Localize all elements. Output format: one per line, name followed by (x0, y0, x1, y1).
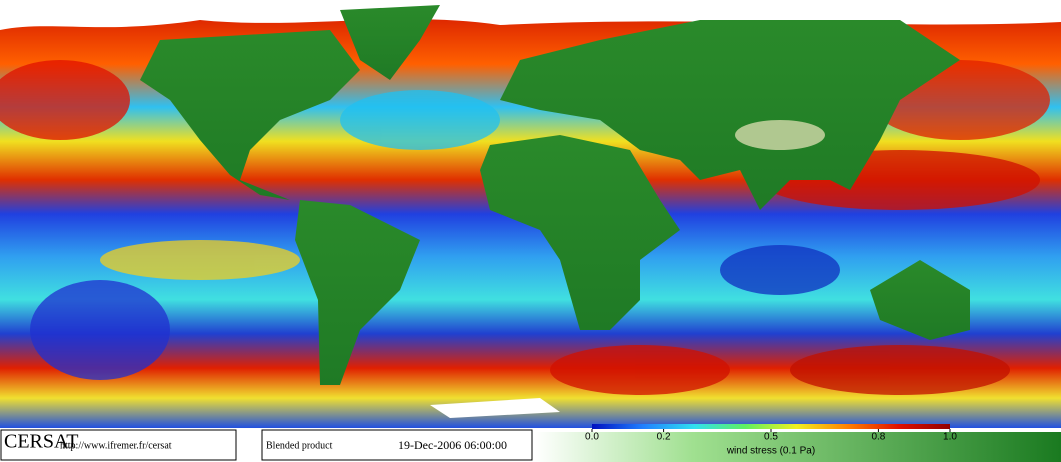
colorbar-ticks: 0.0 0.2 0.5 0.8 1.0 (585, 429, 957, 443)
continents (140, 5, 970, 385)
greenland (340, 5, 440, 80)
wind-patches (0, 60, 1050, 395)
product: Blended product (266, 440, 333, 451)
colorbar (592, 424, 950, 429)
north-america (140, 30, 360, 200)
africa (480, 135, 680, 330)
colorbar-tick-label: 1.0 (943, 432, 957, 443)
topography-bar (535, 432, 1061, 462)
url: http://www.ifremer.fr/cersat (60, 440, 172, 451)
colorbar-tick-label: 0.2 (657, 432, 671, 443)
eurasia (500, 20, 960, 210)
colorbar-tick-label: 0.8 (871, 432, 885, 443)
south-america (295, 200, 420, 385)
colorbar-tick-label: 0.5 (764, 432, 778, 443)
colorbar-tick-label: 0.0 (585, 432, 599, 443)
colorbar-label: wind stress (0.1 Pa) (726, 446, 815, 457)
antarctica (430, 398, 560, 418)
timestamp: 19-Dec-2006 06:00:00 (398, 438, 507, 452)
plateau (735, 120, 825, 150)
info-box (261, 429, 533, 461)
logo: CERSAT (4, 431, 78, 453)
logo-box (0, 429, 237, 461)
australia (870, 260, 970, 340)
